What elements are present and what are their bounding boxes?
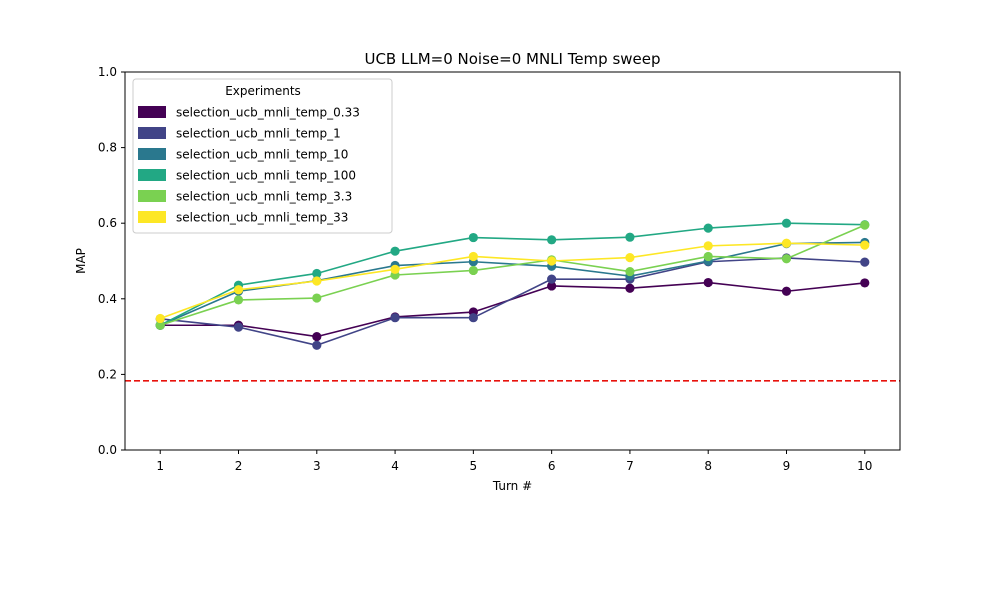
data-point xyxy=(390,246,400,256)
x-tick-label: 1 xyxy=(156,459,164,473)
data-point xyxy=(233,295,244,305)
legend-swatch xyxy=(138,211,166,223)
series-line xyxy=(160,257,865,347)
series-line xyxy=(160,281,865,338)
data-point xyxy=(468,313,478,323)
x-axis-label: Turn # xyxy=(492,479,532,493)
data-point xyxy=(703,277,713,288)
data-point xyxy=(860,240,870,250)
legend: Experiments selection_ucb_mnli_temp_0.33s… xyxy=(132,78,393,234)
x-tick-label: 9 xyxy=(783,459,791,473)
data-point xyxy=(781,218,792,228)
x-tick-label: 8 xyxy=(704,459,712,473)
series-line xyxy=(159,241,865,326)
data-point xyxy=(312,340,322,350)
legend-label: selection_ucb_mnli_temp_3.3 xyxy=(176,190,352,204)
series-line xyxy=(159,224,866,327)
chart-title: UCB LLM=0 Noise=0 MNLI Temp sweep xyxy=(364,50,660,68)
legend-label: selection_ucb_mnli_temp_10 xyxy=(176,148,348,162)
data-point xyxy=(703,223,713,233)
plot-area: 1 2 3 4 5 6 7 8 9 10 0.0 0.2 0.4 0.6 0.8 1.0 xyxy=(98,65,901,473)
data-point xyxy=(547,256,557,266)
y-tick-label: 0.8 xyxy=(98,141,117,155)
data-point xyxy=(625,283,635,293)
data-point xyxy=(703,251,713,262)
data-point xyxy=(860,278,870,288)
legend-label: selection_ucb_mnli_temp_33 xyxy=(176,211,348,225)
data-point xyxy=(233,285,244,295)
x-tick-label: 5 xyxy=(470,459,478,473)
legend-swatch xyxy=(138,127,166,139)
data-point xyxy=(155,320,165,330)
legend-swatch xyxy=(138,148,166,160)
series-line xyxy=(159,222,865,326)
y-tick-label: 0.2 xyxy=(98,367,117,381)
x-tick-label: 3 xyxy=(313,459,321,473)
series-line xyxy=(159,242,865,320)
x-tick-label: 7 xyxy=(626,459,634,473)
plot-frame xyxy=(124,71,901,451)
data-point xyxy=(390,264,400,274)
data-point xyxy=(781,286,792,296)
data-point xyxy=(625,252,635,263)
legend-swatch xyxy=(138,169,166,181)
legend-swatch xyxy=(138,190,166,202)
y-tick-label: 1.0 xyxy=(98,65,117,79)
legend-box xyxy=(132,78,393,234)
data-point xyxy=(625,232,635,242)
data-point xyxy=(781,254,792,264)
data-point xyxy=(860,257,870,267)
x-tick-label: 10 xyxy=(857,459,872,473)
data-point xyxy=(468,232,478,243)
data-point xyxy=(312,332,322,342)
legend-label: selection_ucb_mnli_temp_1 xyxy=(176,127,341,141)
y-axis-label: MAP xyxy=(74,248,88,274)
data-point xyxy=(547,281,557,291)
data-point xyxy=(547,274,557,284)
y-tick-label: 0.6 xyxy=(98,216,117,230)
data-point xyxy=(703,241,713,251)
x-tick-label: 6 xyxy=(548,459,556,473)
data-point xyxy=(860,220,870,230)
data-point xyxy=(390,313,400,323)
legend-label: selection_ucb_mnli_temp_0.33 xyxy=(176,106,360,120)
data-point xyxy=(233,322,244,332)
data-point xyxy=(468,251,478,262)
x-tick-label: 4 xyxy=(391,459,399,473)
y-tick-label: 0.4 xyxy=(98,292,117,306)
data-point xyxy=(781,238,792,248)
data-point xyxy=(312,293,322,303)
data-point xyxy=(312,276,322,286)
data-point xyxy=(155,313,165,324)
legend-swatch xyxy=(138,106,166,118)
legend-title: Experiments xyxy=(225,84,301,98)
y-tick-label: 0.0 xyxy=(98,443,117,457)
data-point xyxy=(547,235,557,245)
legend-label: selection_ucb_mnli_temp_100 xyxy=(176,169,356,183)
data-point xyxy=(468,265,478,276)
data-point xyxy=(625,266,635,277)
data-point xyxy=(312,268,322,279)
x-tick-label: 2 xyxy=(235,459,243,473)
